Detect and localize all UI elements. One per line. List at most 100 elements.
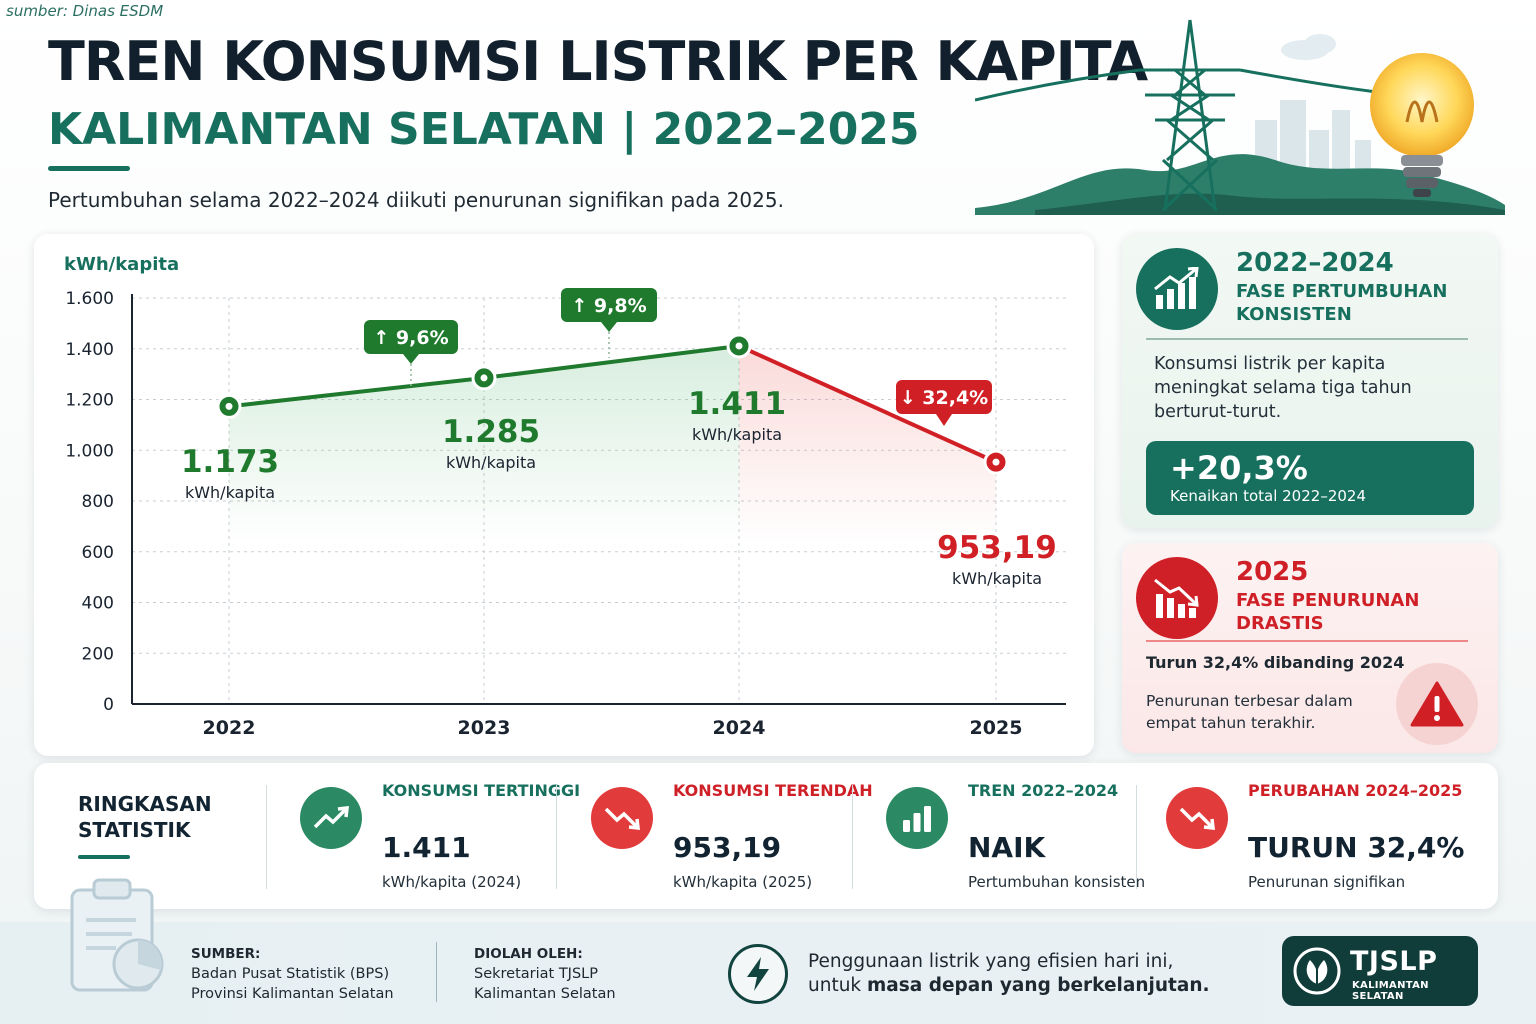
summary-unit: kWh/kapita (2024) [382,873,522,891]
summary-item-change: PERUBAHAN 2024–2025 TURUN 32,4% Penuruna… [1166,777,1466,903]
summary-label: KONSUMSI TERTINGGI [382,781,581,800]
warning-icon [1396,663,1478,745]
summary-unit: Penurunan signifikan [1248,873,1406,891]
summary-value: 1.411 [382,831,471,864]
change-callout-label: ↑ 9,6% [373,327,448,349]
data-value-label: 1.285 [442,414,540,450]
y-tick-label: 200 [82,644,114,664]
y-tick-label: 1.200 [65,391,114,411]
logo-subtitle: KALIMANTAN SELATAN [1352,980,1429,1002]
summary-value: NAIK [968,831,1046,864]
phase-decline-year: 2025 [1236,557,1309,587]
data-point-center [992,458,1000,466]
summary-label: PERUBAHAN 2024–2025 [1248,781,1463,800]
y-tick-label: 1.400 [65,340,114,360]
callout-pointer [601,322,617,332]
data-unit-label: kWh/kapita [185,483,275,502]
bar-chart-icon [886,787,948,849]
data-value-label: 1.411 [688,386,786,422]
growth-area [229,345,739,544]
phase-decline-card: 2025 FASE PENURUNAN DRASTIS Turun 32,4% … [1122,543,1498,753]
decline-area [739,345,996,544]
phase-growth-year: 2022–2024 [1236,248,1394,278]
footer-source-head: SUMBER: [191,946,261,962]
line-chart: kWh/kapita 0 200 400 600 800 1.000 1.200 1.400 1.… [64,254,1066,739]
summary-label: TREN 2022–2024 [968,781,1119,800]
callout-pointer [936,414,952,426]
x-tick-label: 2025 [970,717,1023,739]
data-point-center [225,402,233,410]
lightning-icon [728,944,788,1004]
footer-source: SUMBER: Badan Pusat Statistik (BPS) Prov… [191,944,394,1004]
summary-title: RINGKASAN STATISTIK [78,792,212,842]
hero-illustration [975,19,1505,215]
x-tick-label: 2023 [458,717,511,739]
summary-value: 953,19 [673,831,782,864]
summary-label: KONSUMSI TERENDAH [673,781,873,800]
clipboard-icon [70,878,164,992]
footer-processed-line: Kalimantan Selatan [474,986,616,1002]
decline-series-line [738,344,997,464]
summary-divider [852,785,853,889]
decline-chart-icon [1136,557,1218,639]
slogan-line: untuk masa depan yang berkelanjutan. [808,975,1210,996]
y-axis-label: kWh/kapita [64,254,179,275]
footer-source-line: Badan Pusat Statistik (BPS) [191,966,390,982]
summary-item-highest: KONSUMSI TERTINGGI 1.411 kWh/kapita (202… [300,777,580,903]
trend-down-icon [591,787,653,849]
phase-decline-description: Penurunan terbesar dalam empat tahun ter… [1146,692,1353,732]
phase-decline-divider [1146,640,1468,642]
cloud-icon [1281,34,1336,60]
chart-card: kWh/kapita 0 200 400 600 800 1.000 1.200 1.400 1.… [34,234,1094,756]
lead-text: Pertumbuhan selama 2022–2024 diikuti pen… [48,188,784,212]
data-point-center [480,374,488,382]
summary-divider [1136,785,1137,889]
summary-divider [266,785,267,889]
footer-processed: DIOLAH OLEH: Sekretariat TJSLP Kalimanta… [474,944,616,1004]
summary-item-lowest: KONSUMSI TERENDAH 953,19 kWh/kapita (202… [591,777,873,903]
y-tick-label: 1.000 [65,441,114,461]
page-subtitle: KALIMANTAN SELATAN | 2022–2025 [48,104,920,155]
growth-total-box: +20,3% Kenaikan total 2022–2024 [1146,441,1474,515]
trend-down-icon [1166,787,1228,849]
page-title: TREN KONSUMSI LISTRIK PER KAPITA [48,30,1148,93]
growth-total-label: Kenaikan total 2022–2024 [1170,487,1366,505]
summary-value: TURUN 32,4% [1248,831,1465,864]
change-callout [896,380,992,414]
y-tick-label: 600 [82,543,114,563]
leaf-logo-icon [1293,947,1341,995]
phase-growth-card: 2022–2024 FASE PERTUMBUHAN KONSISTEN Kon… [1122,234,1498,528]
phase-growth-divider [1146,338,1468,340]
footer-divider [436,942,437,1002]
change-callout [561,288,657,322]
footer-processed-head: DIOLAH OLEH: [474,946,583,962]
logo-name: TJSLP [1350,946,1438,977]
y-tick-label: 1.600 [65,289,114,309]
trend-up-icon [300,787,362,849]
summary-card: RINGKASAN STATISTIK KONSUMSI TERTINGGI 1… [34,763,1498,909]
phase-decline-label: FASE PENURUNAN DRASTIS [1236,590,1420,634]
summary-divider [556,785,557,889]
x-tick-label: 2022 [203,717,256,739]
phase-growth-label: FASE PERTUMBUHAN KONSISTEN [1236,281,1448,325]
summary-unit: kWh/kapita (2025) [673,873,813,891]
data-value-label: 953,19 [937,530,1057,566]
change-callout-label: ↑ 9,8% [571,295,646,317]
footer-processed-line: Sekretariat TJSLP [474,966,598,982]
growth-chart-icon [1136,248,1218,330]
y-tick-label: 400 [82,594,114,614]
growth-total-value: +20,3% [1170,449,1308,487]
callout-pointer [403,354,419,364]
summary-item-trend: TREN 2022–2024 NAIK Pertumbuhan konsiste… [886,777,1145,903]
summary-unit: Pertumbuhan konsisten [968,873,1146,891]
phase-decline-lead: Turun 32,4% dibanding 2024 [1146,653,1405,672]
data-unit-label: kWh/kapita [692,425,782,444]
y-tick-label: 0 [103,695,114,715]
phase-growth-description: Konsumsi listrik per kapita meningkat se… [1154,354,1412,422]
data-unit-label: kWh/kapita [446,453,536,472]
title-underline [48,166,130,171]
summary-title-underline [78,855,130,859]
data-point-center [735,342,743,350]
data-value-label: 1.173 [181,444,279,480]
footer-source-line: Provinsi Kalimantan Selatan [191,986,394,1002]
